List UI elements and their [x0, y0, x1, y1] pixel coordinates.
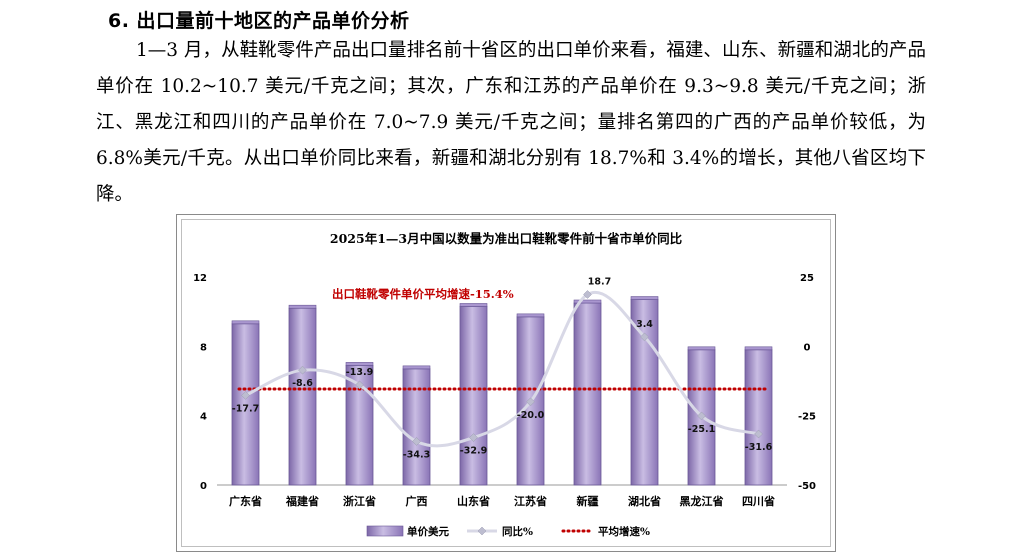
yoy-data-label: -25.1 [688, 424, 715, 435]
bar-top [630, 296, 659, 300]
bar-top [687, 346, 716, 351]
yoy-point [469, 433, 478, 442]
chart-svg: 2025年1—3月中国以数量为准出口鞋靴零件前十省市单价同比 0 4 8 12 -50 -2… [193, 231, 816, 538]
legend-average-label: 平均增速% [598, 525, 650, 538]
category-label: 江苏省 [514, 494, 547, 508]
chart-container: 2025年1—3月中国以数量为准出口鞋靴零件前十省市单价同比 0 4 8 12 -50 -2… [176, 214, 836, 552]
category-label: 山东省 [457, 494, 490, 508]
bar-unit-price [630, 299, 659, 486]
right-axis-tick: 25 [800, 273, 814, 284]
bar-top [573, 299, 602, 304]
yoy-data-label: 3.4 [636, 319, 653, 330]
yoy-point [697, 411, 706, 421]
category-label: 广东省 [229, 494, 262, 508]
bar-unit-price [402, 368, 431, 486]
yoy-data-label: -13.9 [346, 367, 373, 378]
bar-top [744, 346, 773, 351]
bar-top [288, 304, 317, 309]
category-label: 福建省 [285, 494, 319, 508]
bar-top [402, 365, 431, 370]
yoy-data-label: -32.9 [460, 446, 487, 457]
bar-top [231, 320, 260, 325]
bar-unit-price [459, 306, 488, 486]
legend-line-marker [477, 526, 487, 536]
yoy-data-label: -34.3 [403, 449, 430, 460]
bar-unit-price [231, 323, 260, 486]
left-axis-tick: 12 [193, 273, 207, 284]
category-label: 四川省 [742, 494, 775, 508]
yoy-point [412, 437, 421, 446]
yoy-point [241, 391, 250, 400]
category-label: 湖北省 [628, 494, 661, 508]
bar-top [459, 303, 488, 307]
yoy-data-label: -20.0 [517, 410, 545, 421]
yoy-data-label: -31.6 [745, 442, 773, 453]
average-growth-annotation: 出口鞋靴零件单价平均增速-15.4% [332, 287, 514, 301]
right-axis-tick: 0 [804, 342, 811, 353]
right-axis-tick: -50 [798, 481, 816, 492]
bar-unit-price [744, 349, 773, 486]
category-label: 新疆 [577, 494, 599, 508]
right-axis-tick: -25 [798, 412, 816, 423]
legend-line-label: 同比% [502, 525, 533, 538]
section-paragraph: 1—3 月，从鞋靴零件产品出口量排名前十省区的出口单价来看，福建、山东、新疆和湖… [96, 40, 926, 205]
section-heading: 6. 出口量前十地区的产品单价分析 [108, 10, 410, 32]
left-axis-tick: 4 [200, 412, 207, 423]
yoy-point [355, 380, 364, 390]
yoy-data-label: -8.6 [292, 378, 313, 389]
yoy-data-label: -17.7 [232, 403, 259, 414]
legend-bar-swatch [366, 525, 404, 537]
bar-unit-price [288, 307, 317, 486]
category-label: 广西 [406, 494, 428, 508]
yoy-point [526, 397, 535, 407]
bar-top [345, 362, 374, 366]
left-axis-tick: 8 [200, 342, 207, 353]
category-label: 浙江省 [343, 494, 376, 508]
bar-top [516, 313, 545, 318]
yoy-point [298, 365, 307, 375]
legend-bar-label: 单价美元 [407, 525, 449, 538]
chart-title: 2025年1—3月中国以数量为准出口鞋靴零件前十省市单价同比 [330, 231, 683, 246]
yoy-point [754, 429, 763, 439]
category-label: 黑龙江省 [680, 494, 724, 508]
bar-unit-price [573, 302, 602, 486]
yoy-data-label: 18.7 [588, 276, 611, 287]
yoy-point [640, 332, 649, 342]
yoy-point [583, 290, 592, 299]
left-axis-tick: 0 [200, 481, 207, 492]
yoy-line [244, 290, 759, 448]
